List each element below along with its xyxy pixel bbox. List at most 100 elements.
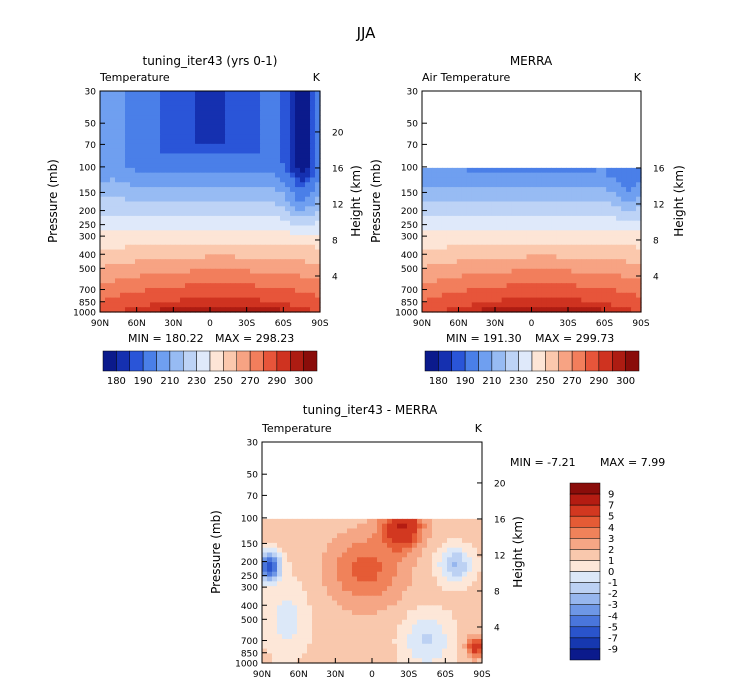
heatmap-cell	[295, 283, 301, 289]
heatmap-cell	[235, 239, 241, 246]
heatmap-cell	[626, 201, 632, 207]
heatmap-cell	[130, 263, 136, 270]
heatmap-cell	[240, 206, 246, 212]
heatmap-cell	[307, 619, 313, 626]
heatmap-cell	[120, 172, 126, 179]
heatmap-cell	[546, 187, 553, 193]
heatmap-cell	[195, 139, 201, 145]
heatmap-cell	[265, 158, 271, 164]
heatmap-cell	[506, 249, 513, 255]
heatmap-cell	[467, 619, 473, 626]
heatmap-cell	[310, 134, 316, 140]
colorbar-swatch	[569, 527, 601, 539]
heatmap-cell	[357, 658, 363, 664]
heatmap-cell	[100, 158, 106, 164]
heatmap-cell	[407, 542, 413, 549]
heatmap-cell	[195, 283, 201, 289]
heatmap-cell	[267, 518, 273, 525]
heatmap-cell	[312, 653, 318, 659]
heatmap-cell	[165, 287, 171, 294]
heatmap-cell	[422, 581, 428, 587]
heatmap-cell	[145, 302, 151, 308]
heatmap-cell	[581, 235, 587, 241]
colorbar-swatch	[102, 350, 117, 372]
heatmap-cell	[262, 643, 268, 650]
heatmap-cell	[456, 268, 463, 275]
heatmap-cell	[185, 249, 191, 255]
heatmap-cell	[491, 211, 498, 217]
heatmap-cell	[566, 235, 572, 241]
heatmap-cell	[240, 143, 246, 150]
heatmap-cell	[372, 638, 378, 645]
heatmap-cell	[601, 235, 607, 241]
heatmap-cell	[417, 552, 423, 558]
heatmap-cell	[170, 196, 176, 203]
heatmap-cell	[486, 239, 493, 246]
colorbar-swatch	[505, 350, 519, 372]
heatmap-cell	[292, 518, 298, 525]
heatmap-cell	[210, 268, 216, 275]
heatmap-cell	[412, 562, 418, 568]
heatmap-cell	[215, 292, 221, 299]
heatmap-cell	[327, 624, 333, 630]
heatmap-cell	[140, 95, 146, 102]
heatmap-cell	[447, 605, 453, 611]
heatmap-cell	[130, 143, 136, 150]
heatmap-cell	[457, 562, 463, 568]
latitude-tick-label: 30N	[326, 670, 344, 680]
heatmap-cell	[270, 239, 276, 246]
heatmap-cell	[446, 254, 453, 260]
heatmap-cell	[422, 605, 428, 611]
heatmap-cell	[457, 629, 463, 635]
heatmap-cell	[110, 239, 116, 246]
heatmap-cell	[611, 167, 617, 174]
height-tick-label: 20	[332, 128, 344, 138]
heatmap-cell	[631, 206, 637, 212]
heatmap-cell	[315, 115, 321, 121]
heatmap-cell	[210, 134, 216, 140]
heatmap-cell	[230, 139, 236, 145]
heatmap-cell	[452, 653, 458, 659]
heatmap-cell	[377, 634, 383, 640]
heatmap-cell	[407, 610, 413, 616]
heatmap-cell	[292, 576, 298, 582]
heatmap-cell	[100, 134, 106, 140]
heatmap-cell	[501, 307, 508, 313]
heatmap-cell	[472, 538, 478, 544]
heatmap-cell	[441, 235, 448, 241]
heatmap-cell	[561, 215, 567, 222]
heatmap-cell	[422, 547, 428, 554]
heatmap-cell	[581, 283, 587, 289]
heatmap-cell	[130, 129, 136, 135]
heatmap-cell	[471, 206, 478, 212]
heatmap-cell	[150, 273, 156, 279]
heatmap-cell	[471, 187, 478, 193]
heatmap-cell	[130, 292, 136, 299]
heatmap-cell	[352, 653, 358, 659]
heatmap-cell	[621, 172, 627, 179]
heatmap-cell	[631, 239, 637, 246]
heatmap-cell	[372, 643, 378, 650]
heatmap-cell	[407, 552, 413, 558]
heatmap-cell	[165, 211, 171, 217]
heatmap-cell	[631, 244, 637, 251]
heatmap-cell	[466, 239, 473, 246]
heatmap-cell	[451, 167, 458, 174]
heatmap-cell	[297, 629, 303, 635]
heatmap-cell	[100, 292, 106, 299]
heatmap-cell	[315, 244, 321, 251]
heatmap-cell	[377, 653, 383, 659]
heatmap-cell	[561, 249, 567, 255]
heatmap-cell	[477, 605, 483, 611]
heatmap-cell	[501, 215, 508, 222]
heatmap-cell	[205, 91, 211, 97]
heatmap-cell	[295, 182, 301, 188]
heatmap-cell	[616, 182, 622, 188]
heatmap-cell	[432, 643, 438, 650]
heatmap-cell	[145, 187, 151, 193]
heatmap-cell	[302, 576, 308, 582]
colorbar-swatch	[569, 648, 601, 661]
heatmap-cell	[596, 196, 602, 203]
heatmap-cell	[387, 542, 393, 549]
heatmap-cell	[531, 307, 538, 313]
